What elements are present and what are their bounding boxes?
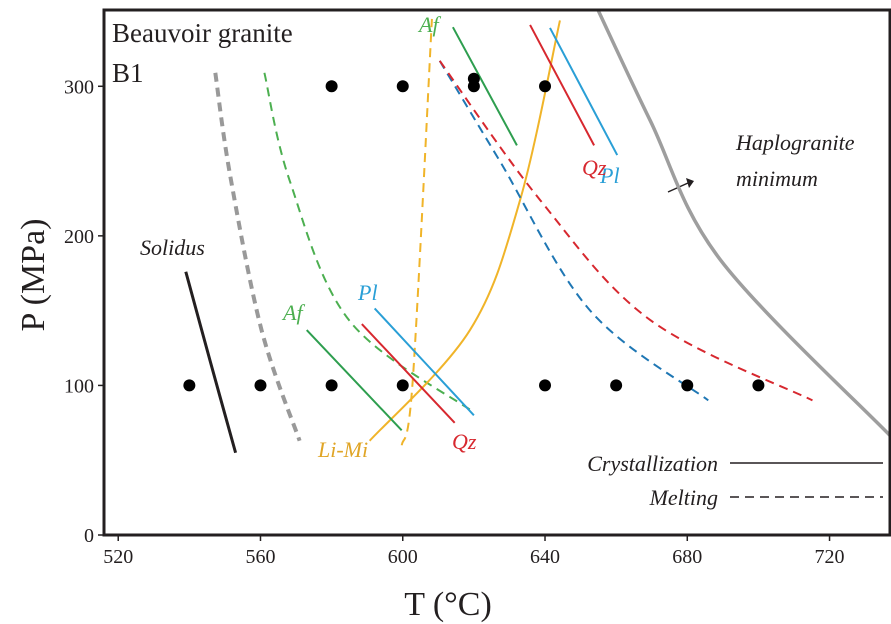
phase-line (263, 72, 475, 414)
phase-line (596, 9, 891, 437)
x-tick-label: 600 (388, 546, 418, 568)
x-axis-label: T (°C) (404, 586, 492, 623)
phase-line (373, 307, 475, 417)
data-point (681, 379, 694, 392)
x-tick-label: 720 (815, 546, 845, 568)
phase-line (400, 18, 433, 446)
annotation: Pl (357, 280, 378, 305)
phase-line (438, 60, 813, 402)
x-tick-label: 520 (103, 546, 133, 568)
data-point (539, 379, 552, 392)
chart-title: Beauvoir granite (112, 18, 293, 48)
y-tick-label: 300 (64, 76, 94, 98)
chart-subtitle: B1 (112, 58, 144, 88)
data-point (539, 80, 552, 93)
annotation: Af (417, 12, 441, 37)
data-point (396, 379, 409, 392)
phase-line (438, 60, 709, 402)
y-tick-label: 200 (64, 226, 94, 248)
data-point (396, 80, 409, 93)
phase-line (361, 323, 456, 424)
data-point (254, 379, 267, 392)
y-tick-label: 100 (64, 375, 94, 397)
data-point (325, 379, 338, 392)
annotation: Af (281, 300, 305, 325)
annotation: Pl (599, 163, 620, 188)
annotation: Solidus (140, 235, 205, 260)
phase-line (549, 27, 619, 156)
x-tick-label: 640 (530, 546, 560, 568)
y-axis-label: P (MPa) (15, 218, 52, 331)
annotation: Li-Mi (317, 437, 368, 462)
plot-frame (102, 8, 891, 537)
legend-label: Crystallization (587, 451, 718, 476)
arrow-head (686, 178, 694, 188)
y-tick-label: 0 (84, 525, 94, 547)
phase-line (213, 72, 302, 442)
data-point (467, 72, 480, 85)
phase-line (184, 271, 238, 454)
phase-line (368, 20, 561, 442)
x-tick-label: 560 (245, 546, 275, 568)
annotation: minimum (736, 166, 818, 191)
data-point (183, 379, 196, 392)
annotation: Qz (582, 155, 607, 180)
annotation: Haplogranite (735, 130, 855, 155)
phase-line (529, 24, 595, 146)
data-point (610, 379, 623, 392)
data-point (752, 379, 765, 392)
data-point (325, 80, 338, 93)
x-tick-label: 680 (672, 546, 702, 568)
legend-label: Melting (649, 485, 718, 510)
annotation: Qz (452, 429, 477, 454)
phase-line (305, 329, 403, 431)
phase-line (452, 26, 518, 146)
